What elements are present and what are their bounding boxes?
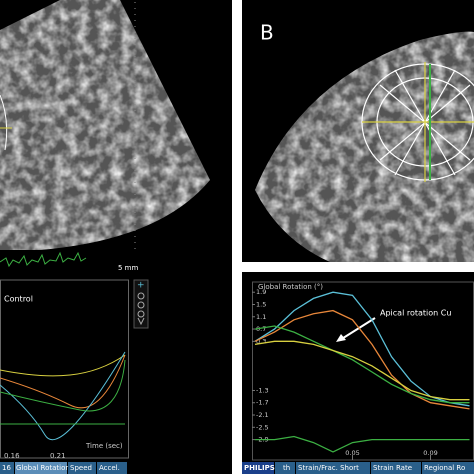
control-icon[interactable] [137,301,145,309]
control-icon[interactable] [137,310,145,318]
series-line [254,340,470,401]
sector-speckle [0,0,210,250]
sector-speckle [255,31,474,262]
control-strip[interactable] [133,279,149,329]
tab-label[interactable]: PHILIPS [244,464,275,472]
tab-label[interactable]: Global Rotation [16,464,70,472]
annotation: Apical rotation Cu [380,309,451,318]
y-tick-label: 1.1 [256,313,266,321]
graph-title: Control [4,295,33,304]
tab-label[interactable]: Regional Ro [424,464,465,472]
panel-a-graph [0,272,232,474]
chart-title: Global Rotation (°) [258,283,323,291]
series-line [254,325,470,404]
y-tick-label: 0.7 [256,325,266,333]
y-tick-label: -1.3 [256,386,269,394]
tab[interactable] [68,462,96,474]
x-tick-label: 0.16 [4,452,20,460]
graph-frame [0,279,129,459]
arrow-head [336,334,346,342]
hand-icon[interactable] [137,317,145,326]
curve [0,359,126,412]
y-tick-label: 1.9 [256,288,266,296]
tab-label[interactable]: Accel. [99,464,120,472]
control-icon[interactable] [137,292,145,300]
panel-label: B [260,21,274,45]
tab-label[interactable]: Speed [70,464,92,472]
tab[interactable] [296,462,370,474]
tab-bar: PHILIPS th Strain/Frac. Short Strain Rat… [242,462,474,474]
x-tick-label: 0.09 [423,449,437,457]
tab[interactable] [422,462,474,474]
roi-circle [0,94,8,151]
tab-label[interactable]: Strain Rate [373,464,412,472]
annotation-arrow [339,317,376,341]
series-line [254,309,470,410]
y-tick-label: -2.5 [256,423,269,431]
tab-label[interactable]: th [283,464,290,472]
y-tick-label: -1.7 [256,399,269,407]
curve [0,354,126,377]
ecg-trace [0,251,87,268]
x-tick-label: 0.21 [50,452,66,460]
y-tick-label: -2.1 [256,411,269,419]
tab-bar: 16 Global Rotation Speed Accel. [0,462,127,474]
tab[interactable] [275,462,295,474]
curve [0,354,126,409]
x-axis-label: Time (sec) [85,442,123,450]
tab[interactable] [15,462,67,474]
scale-label: 5 mm [118,264,138,272]
y-tick-label: 1.5 [256,300,266,308]
tab[interactable] [371,462,421,474]
curve [0,351,126,441]
tab-label[interactable]: 16 [2,464,11,472]
side-controls: + [133,279,149,329]
series-line [255,435,470,453]
y-tick-label: 0.3 [256,337,266,345]
tab[interactable] [242,462,274,474]
tab-label[interactable]: Strain/Frac. Short [298,464,359,472]
tab[interactable] [97,462,127,474]
x-tick-label: 0.05 [345,449,359,457]
plus-icon[interactable]: + [137,281,145,291]
tab[interactable] [0,462,14,474]
panel-b-graph [242,272,474,474]
